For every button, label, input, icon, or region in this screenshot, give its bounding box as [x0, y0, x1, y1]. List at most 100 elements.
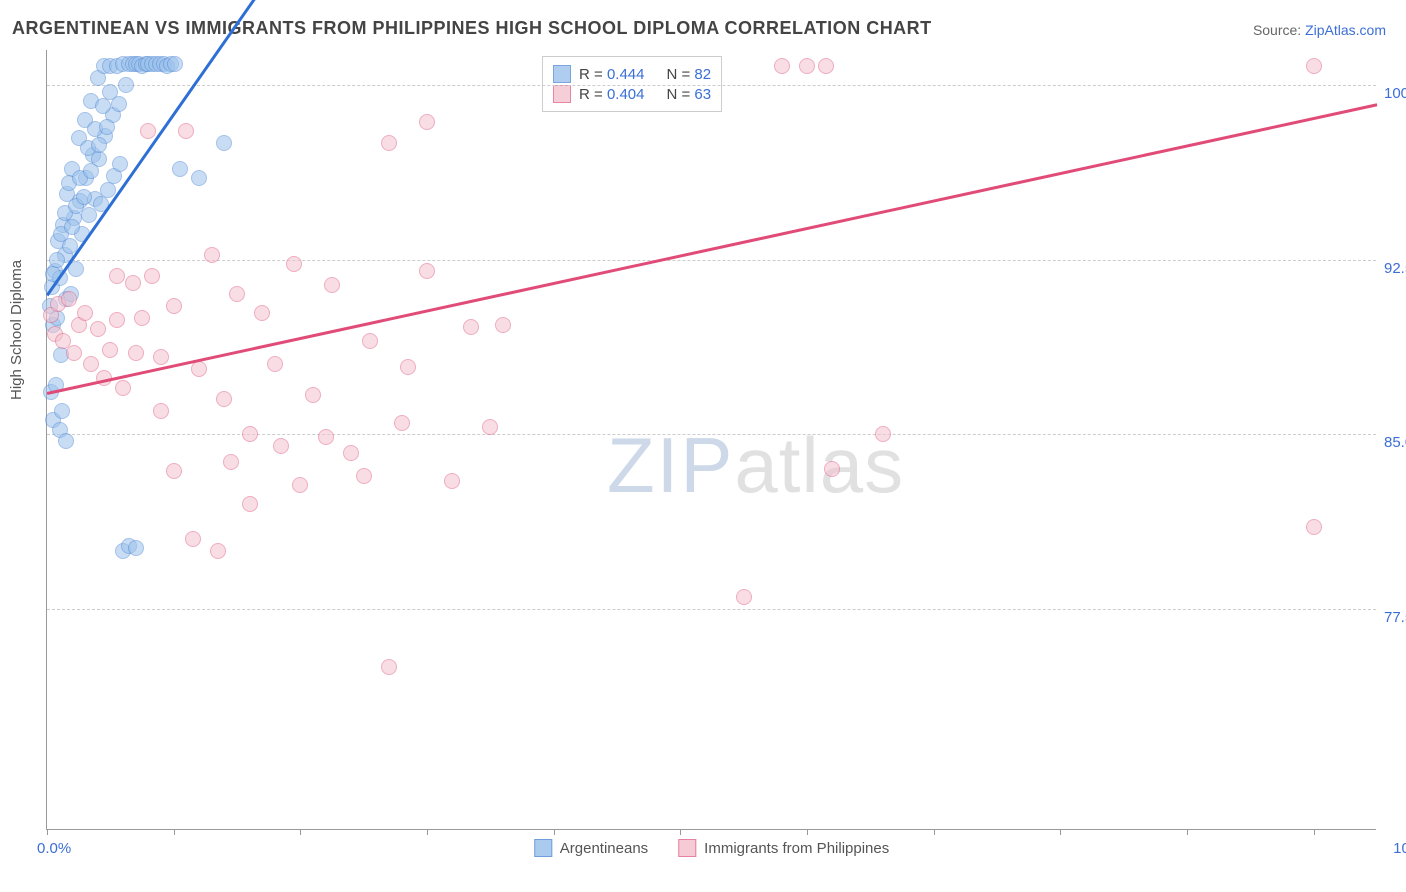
data-point: [736, 589, 752, 605]
scatter-plot-area: ZIPatlas R = 0.444N = 82R = 0.404N = 63 …: [46, 50, 1376, 830]
x-tick: [300, 829, 301, 835]
y-tick-label: 85.0%: [1384, 434, 1406, 451]
data-point: [90, 321, 106, 337]
data-point: [95, 98, 111, 114]
data-point: [1306, 58, 1322, 74]
data-point: [167, 56, 183, 72]
source-label: Source:: [1253, 22, 1301, 38]
data-point: [49, 252, 65, 268]
data-point: [216, 135, 232, 151]
data-point: [362, 333, 378, 349]
data-point: [91, 137, 107, 153]
data-point: [166, 298, 182, 314]
data-point: [109, 268, 125, 284]
data-point: [166, 463, 182, 479]
x-tick: [807, 829, 808, 835]
x-tick: [680, 829, 681, 835]
gridline: [47, 85, 1376, 86]
data-point: [318, 429, 334, 445]
data-point: [210, 543, 226, 559]
data-point: [1306, 519, 1322, 535]
data-point: [463, 319, 479, 335]
data-point: [305, 387, 321, 403]
legend-series-item: Immigrants from Philippines: [678, 839, 889, 857]
data-point: [66, 345, 82, 361]
data-point: [286, 256, 302, 272]
data-point: [292, 477, 308, 493]
data-point: [229, 286, 245, 302]
data-point: [482, 419, 498, 435]
data-point: [495, 317, 511, 333]
x-tick: [174, 829, 175, 835]
data-point: [61, 291, 77, 307]
data-point: [774, 58, 790, 74]
data-point: [125, 275, 141, 291]
legend-swatch: [678, 839, 696, 857]
source-attribution: Source: ZipAtlas.com: [1253, 22, 1386, 38]
data-point: [172, 161, 188, 177]
legend-series-name: Immigrants from Philippines: [704, 840, 889, 857]
data-point: [83, 163, 99, 179]
legend-n-label: N = 63: [666, 86, 711, 103]
data-point: [204, 247, 220, 263]
x-axis-max-label: 100.0%: [1393, 840, 1406, 857]
data-point: [216, 391, 232, 407]
x-tick: [47, 829, 48, 835]
legend-r-label: R = 0.444: [579, 66, 644, 83]
data-point: [799, 58, 815, 74]
data-point: [153, 403, 169, 419]
x-axis-min-label: 0.0%: [37, 840, 71, 857]
x-tick: [934, 829, 935, 835]
data-point: [58, 433, 74, 449]
legend-series-name: Argentineans: [560, 840, 648, 857]
source-link[interactable]: ZipAtlas.com: [1305, 22, 1386, 38]
data-point: [273, 438, 289, 454]
data-point: [818, 58, 834, 74]
data-point: [824, 461, 840, 477]
gridline: [47, 260, 1376, 261]
data-point: [381, 659, 397, 675]
data-point: [178, 123, 194, 139]
y-tick-label: 100.0%: [1384, 85, 1406, 102]
legend-r-label: R = 0.404: [579, 86, 644, 103]
data-point: [118, 77, 134, 93]
data-point: [83, 356, 99, 372]
data-point: [153, 349, 169, 365]
data-point: [76, 189, 92, 205]
legend-stat-row: R = 0.404 N = 63: [553, 85, 711, 103]
data-point: [394, 415, 410, 431]
data-point: [100, 182, 116, 198]
data-point: [356, 468, 372, 484]
x-tick: [1314, 829, 1315, 835]
data-point: [444, 473, 460, 489]
x-tick: [554, 829, 555, 835]
legend-stat-row: R = 0.444 N = 82: [553, 65, 711, 83]
data-point: [254, 305, 270, 321]
data-point: [115, 380, 131, 396]
data-point: [191, 170, 207, 186]
data-point: [99, 119, 115, 135]
legend-series: Argentineans Immigrants from Philippines: [534, 839, 889, 857]
data-point: [267, 356, 283, 372]
data-point: [223, 454, 239, 470]
data-point: [128, 540, 144, 556]
chart-title: ARGENTINEAN VS IMMIGRANTS FROM PHILIPPIN…: [12, 18, 932, 39]
y-tick-label: 77.5%: [1384, 609, 1406, 626]
data-point: [875, 426, 891, 442]
legend-swatch: [553, 65, 571, 83]
data-point: [140, 123, 156, 139]
data-point: [128, 345, 144, 361]
data-point: [419, 114, 435, 130]
data-point: [381, 135, 397, 151]
data-point: [400, 359, 416, 375]
data-point: [144, 268, 160, 284]
x-tick: [1187, 829, 1188, 835]
legend-n-label: N = 82: [666, 66, 711, 83]
x-tick: [1060, 829, 1061, 835]
x-tick: [427, 829, 428, 835]
y-axis-label: High School Diploma: [8, 260, 25, 400]
legend-series-item: Argentineans: [534, 839, 648, 857]
data-point: [109, 312, 125, 328]
data-point: [242, 426, 258, 442]
data-point: [242, 496, 258, 512]
